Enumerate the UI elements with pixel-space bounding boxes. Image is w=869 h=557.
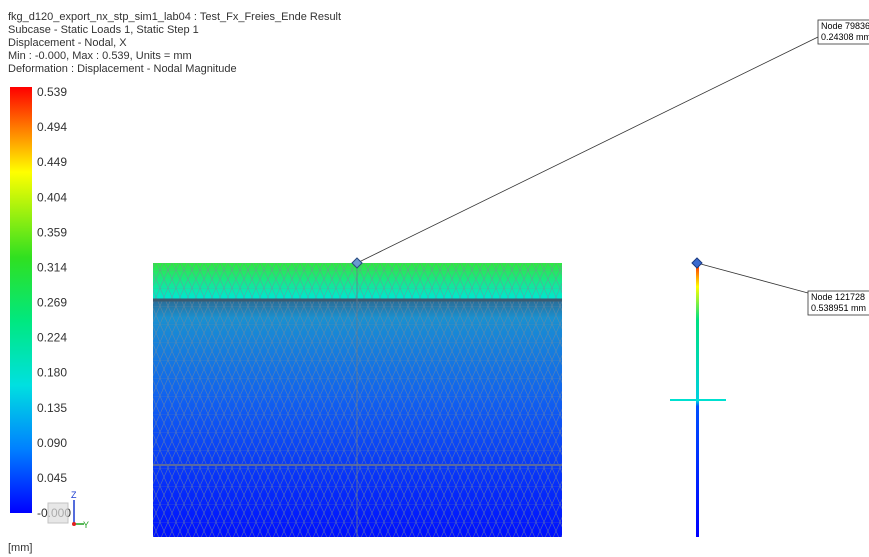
z-label: Z <box>71 490 77 500</box>
legend-label: 0.449 <box>37 155 67 169</box>
viewport: fkg_d120_export_nx_stp_sim1_lab04 : Test… <box>0 0 869 557</box>
legend-label: 0.224 <box>37 331 67 345</box>
legend-label: 0.135 <box>37 401 67 415</box>
header-line: Displacement - Nodal, X <box>8 37 127 49</box>
node-id: Node 79836 <box>821 21 869 31</box>
legend-label: 0.359 <box>37 225 67 239</box>
node-id: Node 121728 <box>811 292 865 302</box>
header-line: Min : -0.000, Max : 0.539, Units = mm <box>8 50 192 62</box>
header-line: Subcase - Static Loads 1, Static Step 1 <box>8 24 199 36</box>
node-value: 0.538951 mm <box>811 303 866 313</box>
leader-line <box>697 263 808 293</box>
legend-label: 0.269 <box>37 296 67 310</box>
mesh-elements <box>153 263 562 537</box>
legend-label: 0.090 <box>37 436 67 450</box>
legend-label: 0.494 <box>37 120 67 134</box>
node-value: 0.24308 mm <box>821 32 869 42</box>
legend-label: 0.539 <box>37 85 67 99</box>
triad-origin <box>48 503 68 523</box>
legend-label: 0.314 <box>37 260 67 274</box>
legend-labels: 0.539 0.494 0.449 0.404 0.359 0.314 0.269 0.224… <box>37 85 71 520</box>
mesh <box>153 263 562 537</box>
annotation: Node 79836 0.24308 mm <box>352 20 869 268</box>
y-label: Y <box>83 520 89 530</box>
header-line: Deformation : Displacement - Nodal Magni… <box>8 63 237 75</box>
header-line: fkg_d120_export_nx_stp_sim1_lab04 : Test… <box>8 11 341 23</box>
leader-line <box>357 37 818 263</box>
color-bar <box>10 87 32 513</box>
rod <box>670 265 726 537</box>
legend-label: 0.045 <box>37 471 67 485</box>
annotation: Node 121728 0.538951 mm <box>692 258 869 315</box>
unit-label: [mm] <box>8 542 32 554</box>
node-marker <box>692 258 702 268</box>
header: fkg_d120_export_nx_stp_sim1_lab04 : Test… <box>8 11 341 75</box>
legend-label: 0.180 <box>37 366 67 380</box>
legend-label: 0.404 <box>37 190 67 204</box>
x-axis <box>72 522 76 526</box>
